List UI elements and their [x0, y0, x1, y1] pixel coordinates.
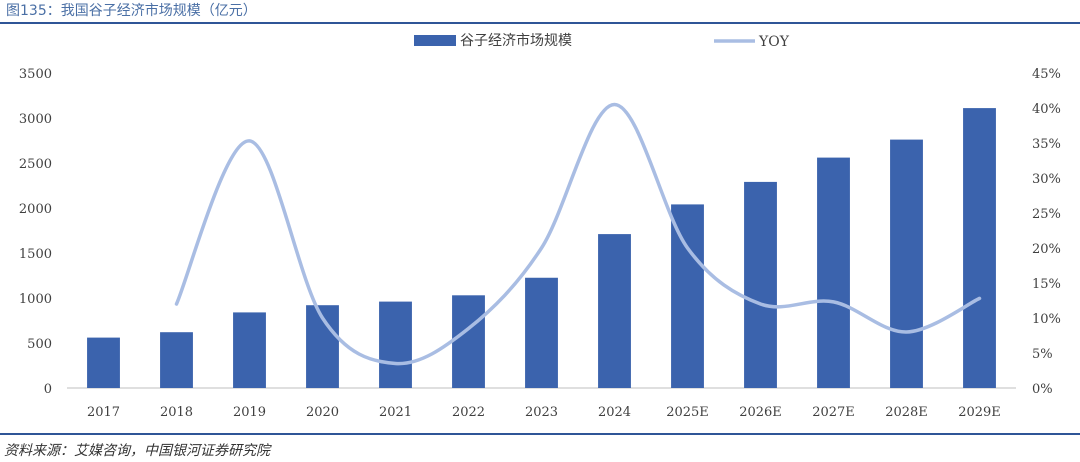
axes: 0 500 1000 1500 2000 2500 3000 3500 0% 5% 10% 15% 20… [19, 67, 1061, 420]
bar [963, 108, 996, 388]
y2-tick-label: 20% [1032, 242, 1061, 257]
y2-tick-label: 40% [1032, 102, 1061, 117]
x-tick-label: 2019 [233, 405, 266, 420]
legend-line-label: YOY [758, 34, 790, 50]
bar [598, 234, 631, 388]
y-tick-label: 1500 [19, 247, 52, 262]
bar [890, 139, 923, 388]
y-tick-label: 3000 [19, 112, 52, 127]
x-tick-label: 2026E [739, 405, 782, 420]
y2-tick-label: 0% [1032, 382, 1053, 397]
y2-tick-label: 25% [1032, 207, 1061, 222]
bar [452, 295, 485, 388]
bar [671, 204, 704, 388]
x-tick-label: 2029E [958, 405, 1001, 420]
bottom-divider [0, 433, 1080, 435]
y-tick-label: 500 [27, 337, 52, 352]
legend: 谷子经济市场规模 YOY [414, 32, 790, 50]
top-divider [0, 22, 1080, 24]
x-tick-label: 2028E [885, 405, 928, 420]
y2-tick-label: 45% [1032, 67, 1061, 82]
legend-bar-label: 谷子经济市场规模 [460, 32, 572, 49]
x-tick-label: 2017 [87, 405, 120, 420]
bar [233, 312, 266, 388]
bar [525, 277, 558, 388]
x-tick-label: 2022 [452, 405, 485, 420]
y2-tick-label: 30% [1032, 172, 1061, 187]
y2-tick-label: 35% [1032, 137, 1061, 152]
bar [744, 181, 777, 388]
source-note: 资料来源：艾媒咨询，中国银河证券研究院 [4, 443, 270, 459]
y-tick-label: 2000 [19, 202, 52, 217]
yoy-series [174, 102, 982, 366]
x-tick-label: 2023 [525, 405, 558, 420]
y-tick-label: 3500 [19, 67, 52, 82]
bar [87, 337, 120, 388]
x-tick-label: 2027E [812, 405, 855, 420]
bar-series [87, 108, 996, 388]
x-tick-label: 2020 [306, 405, 339, 420]
x-tick-label: 2021 [379, 405, 412, 420]
y2-tick-label: 5% [1032, 347, 1053, 362]
figure-title: 图135：我国谷子经济市场规模（亿元） [6, 3, 257, 19]
bar [817, 157, 850, 388]
y-tick-label: 0 [44, 382, 52, 397]
x-tick-label: 2025E [666, 405, 709, 420]
yoy-line [174, 102, 982, 366]
y-tick-label: 2500 [19, 157, 52, 172]
bar [160, 332, 193, 388]
y2-tick-label: 15% [1032, 277, 1061, 292]
y2-tick-label: 10% [1032, 312, 1061, 327]
bar [379, 301, 412, 388]
x-tick-label: 2024 [598, 405, 631, 420]
legend-bar-swatch [414, 35, 456, 46]
y-tick-label: 1000 [19, 292, 52, 307]
x-tick-label: 2018 [160, 405, 193, 420]
